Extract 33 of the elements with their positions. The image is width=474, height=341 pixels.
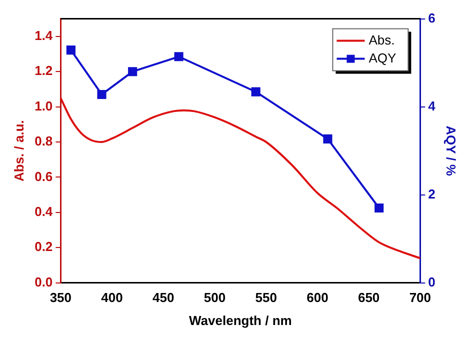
y-tick-label: 0.8 (34, 134, 53, 149)
point (323, 134, 332, 144)
point (97, 90, 106, 100)
x-tick-label: 400 (101, 290, 123, 306)
x-tick-label: 550 (255, 290, 277, 306)
point (128, 67, 138, 76)
point (174, 52, 184, 62)
x-tick-label: 350 (50, 290, 72, 306)
y-tick-label: 0.6 (34, 168, 53, 184)
x-tick-label: 650 (358, 290, 380, 306)
point (374, 203, 384, 213)
x-axis-title: Wavelength / nm (189, 312, 292, 328)
y-tick-label: 0.4 (34, 204, 54, 219)
x-tick-label: 450 (152, 290, 174, 306)
y2-axis-title: AQY / % (444, 126, 459, 176)
legend-label: AQY (368, 50, 396, 66)
y-tick-label: 0.0 (34, 274, 53, 290)
y2-tick-label: 6 (428, 10, 436, 26)
legend-label: Abs. (368, 32, 395, 48)
y2-tick-label: 4 (428, 98, 436, 114)
y2-tick-label: 0 (428, 274, 436, 290)
x-tick-label: 700 (409, 290, 432, 306)
y2-tick-label: 2 (428, 186, 436, 202)
y-axis-title: Abs. / a.u. (11, 120, 26, 182)
point (251, 87, 260, 96)
y-tick-label: 1.4 (34, 28, 54, 43)
point (66, 46, 76, 55)
y-tick-label: 0.2 (34, 239, 53, 254)
y-tick-label: 1.0 (34, 98, 53, 114)
x-tick-label: 600 (306, 290, 328, 306)
line-series (60, 97, 420, 260)
x-tick-label: 500 (204, 290, 226, 306)
y-tick-label: 1.2 (34, 63, 53, 78)
